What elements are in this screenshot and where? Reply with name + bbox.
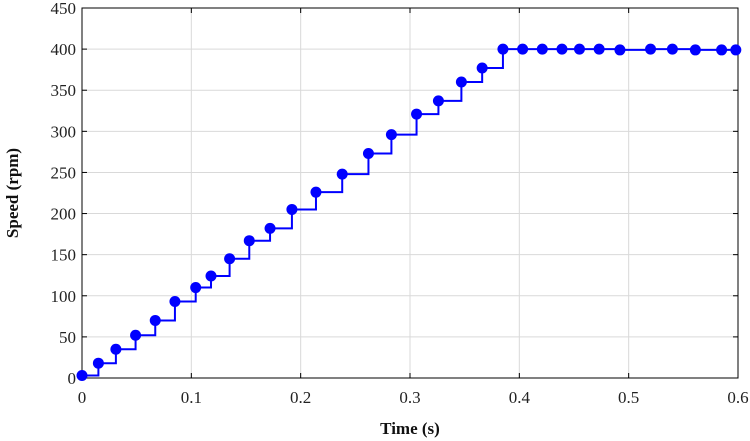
x-tick-label: 0 [78, 388, 87, 407]
x-tick-label: 0.6 [727, 388, 748, 407]
y-axis-label: Speed (rpm) [3, 148, 22, 238]
y-tick-label: 250 [51, 163, 77, 182]
x-tick-label: 0.2 [290, 388, 311, 407]
data-point [455, 76, 467, 88]
y-tick-label: 150 [51, 246, 77, 265]
data-point [169, 296, 181, 308]
x-tick-label: 0.3 [399, 388, 420, 407]
data-point [385, 129, 397, 141]
data-markers [76, 43, 742, 382]
data-point [76, 370, 88, 382]
data-point [130, 329, 142, 341]
x-tick-labels: 0 0.1 0.2 0.3 0.4 0.5 0.6 [78, 388, 749, 407]
data-point [573, 43, 585, 55]
x-tick-label: 0.1 [181, 388, 202, 407]
data-point [536, 43, 548, 55]
x-axis-label: Time (s) [380, 419, 440, 438]
data-point [689, 44, 701, 56]
data-point [110, 343, 122, 355]
data-point [205, 270, 217, 282]
y-tick-label: 50 [59, 328, 76, 347]
data-point [730, 44, 742, 56]
data-point [614, 44, 626, 56]
data-point [645, 43, 657, 55]
x-tick-label: 0.5 [618, 388, 639, 407]
data-point [497, 43, 509, 55]
data-point [556, 43, 568, 55]
data-point [149, 314, 161, 326]
y-tick-label: 350 [51, 81, 77, 100]
y-tick-label: 400 [51, 40, 77, 59]
y-tick-label: 100 [51, 287, 77, 306]
grid-lines [81, 7, 739, 379]
data-point [243, 235, 255, 247]
data-point [190, 282, 202, 294]
y-tick-label: 450 [51, 0, 77, 18]
data-point [336, 168, 348, 180]
data-point [476, 62, 488, 74]
data-point [666, 43, 678, 55]
y-tick-labels: 0 50 100 150 200 250 300 350 400 450 [51, 0, 77, 388]
data-point [310, 186, 322, 198]
data-point [362, 148, 374, 160]
data-point [411, 108, 423, 120]
data-point [264, 222, 276, 234]
axis-ticks [81, 7, 739, 379]
y-tick-label: 0 [68, 369, 77, 388]
data-point [224, 253, 236, 265]
y-tick-label: 200 [51, 205, 77, 224]
y-tick-label: 300 [51, 122, 77, 141]
data-point [716, 44, 728, 56]
data-point [286, 203, 298, 215]
x-tick-label: 0.4 [509, 388, 531, 407]
data-point [517, 43, 529, 55]
data-point [593, 43, 605, 55]
data-point [92, 357, 104, 369]
data-point [432, 95, 444, 107]
